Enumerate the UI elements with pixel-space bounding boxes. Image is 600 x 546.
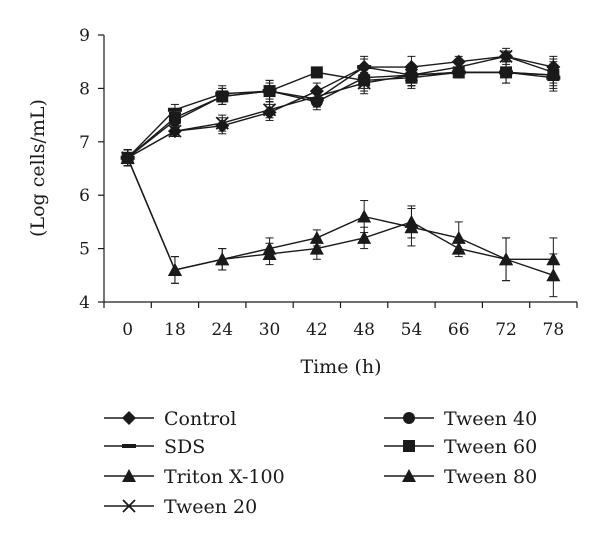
legend-marker: [122, 499, 136, 513]
series-line: [127, 71, 554, 159]
data-point: [547, 69, 560, 82]
x-tick-label: 48: [353, 320, 375, 340]
legend-item: Control: [104, 408, 236, 430]
x-tick-label: 18: [164, 320, 186, 340]
x-tick-label: 42: [306, 320, 328, 340]
plot-area: [120, 47, 561, 298]
y-tick-label: 8: [79, 79, 90, 99]
data-point: [358, 74, 371, 87]
y-tick-label: 7: [79, 133, 90, 153]
y-tick-label: 6: [79, 186, 90, 206]
legend-label: Tween 60: [444, 436, 537, 458]
series-line: [127, 71, 554, 159]
data-point: [168, 111, 181, 124]
y-tick-label: 9: [79, 26, 90, 46]
data-point: [262, 241, 277, 255]
data-point: [357, 230, 372, 244]
data-point: [310, 95, 323, 108]
legend-label: Tween 80: [444, 466, 537, 488]
legend-item: Triton X-100: [104, 466, 285, 488]
series-line: [127, 157, 554, 271]
legend-label: Tween 40: [444, 408, 537, 430]
series-line: [127, 55, 554, 159]
x-axis-title: Time (h): [300, 356, 381, 378]
series-tween-40: [121, 61, 560, 167]
series-tween-20: [121, 47, 560, 167]
x-tick-label: 66: [448, 320, 470, 340]
data-point: [168, 124, 182, 138]
legend-label: SDS: [164, 436, 205, 458]
data-point: [405, 71, 418, 84]
y-axis-title: (Log cells/mL): [27, 99, 49, 237]
data-point: [309, 230, 324, 244]
data-point: [263, 85, 276, 98]
series-control: [120, 49, 561, 167]
legend-label: Tween 20: [164, 496, 257, 518]
data-point: [546, 268, 561, 282]
data-point: [310, 66, 323, 79]
data-point: [215, 252, 230, 266]
legend-label: Control: [164, 408, 236, 430]
x-tick-label: 30: [259, 320, 281, 340]
data-point: [404, 220, 419, 234]
data-point: [216, 90, 229, 103]
x-tick-label: 72: [495, 320, 517, 340]
series-line: [127, 55, 554, 159]
legend-item: Tween 20: [104, 496, 257, 518]
data-point: [167, 107, 182, 112]
legend-marker: [403, 412, 415, 424]
legend-item: Tween 40: [384, 408, 537, 430]
y-tick-label: 4: [79, 293, 90, 313]
data-point: [262, 103, 277, 117]
data-point: [452, 66, 465, 79]
legend-marker: [122, 444, 136, 448]
data-point: [499, 252, 514, 266]
legend-marker: [402, 469, 416, 482]
legend-marker: [403, 440, 415, 452]
data-point: [215, 116, 229, 130]
series-line: [127, 157, 554, 276]
data-point: [357, 209, 372, 223]
series-tween-60: [121, 58, 560, 167]
data-point: [451, 230, 466, 244]
series-triton-x-100: [120, 149, 561, 284]
legend-marker: [122, 411, 136, 425]
x-tick-label: 0: [122, 320, 133, 340]
x-tick-label: 78: [543, 320, 565, 340]
data-point: [167, 262, 182, 276]
legend: Control SDS Triton X-100 Tween 20 Tween 40 Tw…: [104, 408, 537, 518]
x-tick-label: 24: [211, 320, 233, 340]
data-point: [120, 150, 135, 164]
data-point: [500, 66, 513, 79]
legend-item: SDS: [104, 436, 205, 458]
legend-marker: [122, 469, 136, 482]
legend-label: Triton X-100: [164, 466, 285, 488]
legend-item: Tween 80: [384, 466, 537, 488]
y-tick-label: 5: [79, 240, 90, 260]
data-point: [499, 49, 513, 63]
data-point: [309, 241, 324, 255]
x-tick-label: 54: [401, 320, 423, 340]
legend-item: Tween 60: [384, 436, 537, 458]
series-tween-80: [120, 149, 561, 298]
